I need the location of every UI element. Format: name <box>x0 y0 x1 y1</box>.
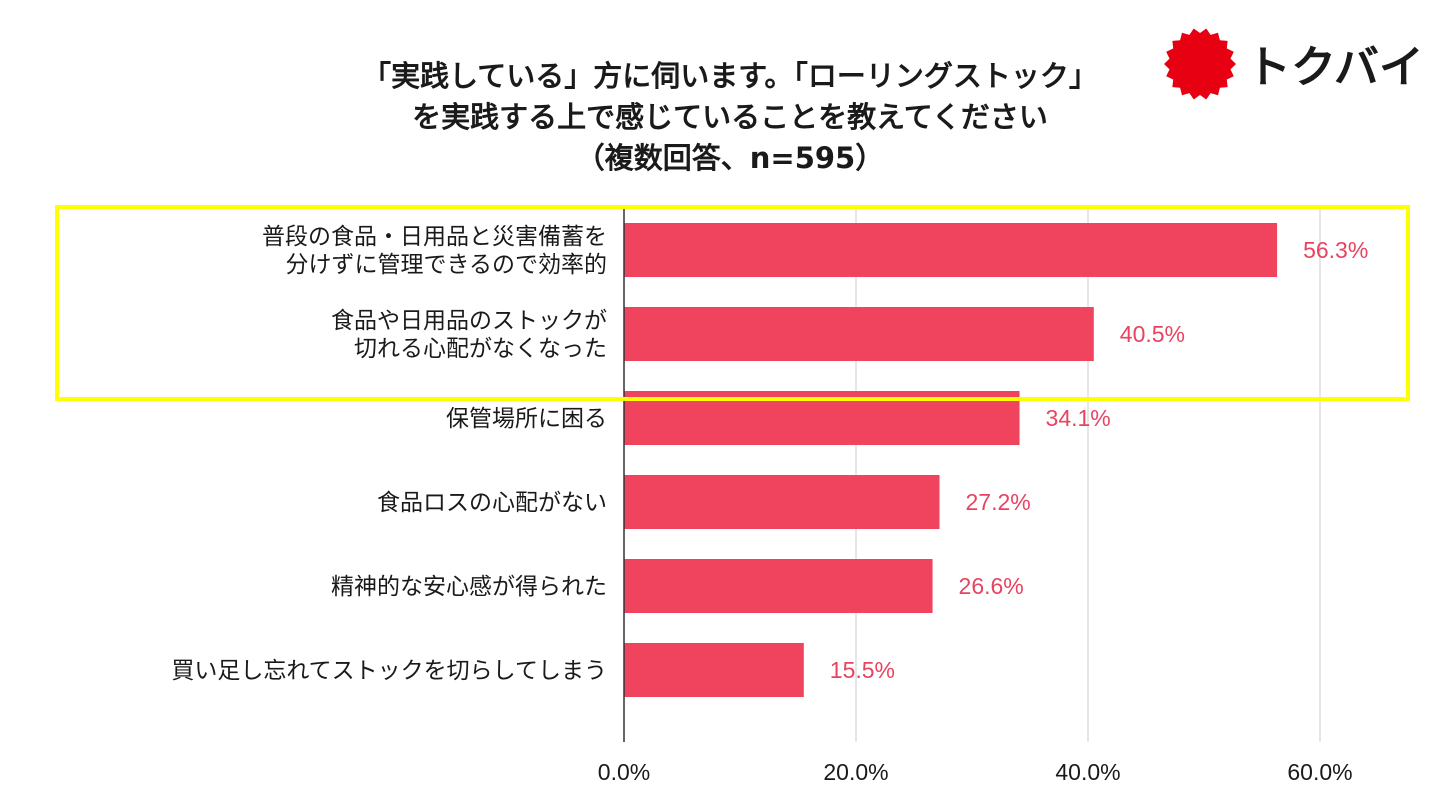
x-tick-label: 60.0% <box>1287 759 1352 785</box>
bar <box>624 643 804 697</box>
data-label: 56.3% <box>1303 237 1368 263</box>
highlight-box <box>55 205 1410 401</box>
data-label: 15.5% <box>830 657 895 683</box>
x-tick-label: 40.0% <box>1055 759 1120 785</box>
chart-title-line-2: を実践する上で感じていることを教えてください <box>412 100 1048 134</box>
chart-title-line-1: 「実践している」方に伺います。「ローリングストック」 <box>362 59 1098 93</box>
data-label: 26.6% <box>959 573 1024 599</box>
chart-title-line-3: （複数回答、n=595） <box>575 141 885 175</box>
bar <box>624 475 940 529</box>
bar <box>624 223 1278 277</box>
logo-text: トクバイ <box>1246 42 1424 93</box>
chart-title: 「実践している」方に伺います。「ローリングストック」 を実践する上で感じているこ… <box>180 56 1280 179</box>
logo-burst-icon <box>1164 28 1236 100</box>
category-label: 精神的な安心感が得られた <box>331 574 607 600</box>
category-label: 食品ロスの心配がない <box>377 490 607 516</box>
category-label: 切れる心配がなくなった <box>354 336 607 362</box>
category-label: 保管場所に困る <box>446 406 607 432</box>
bar <box>624 307 1094 361</box>
category-label: 分けずに管理できるので効率的 <box>285 252 607 278</box>
x-tick-label: 20.0% <box>823 759 888 785</box>
data-label: 40.5% <box>1120 321 1185 347</box>
data-label: 27.2% <box>966 489 1031 515</box>
category-label: 普段の食品・日用品と災害備蓄を <box>262 224 607 250</box>
bar <box>624 559 933 613</box>
category-label: 食品や日用品のストックが <box>331 308 607 334</box>
x-tick-label: 0.0% <box>598 759 650 785</box>
tokubai-logo: トクバイ <box>1164 28 1424 100</box>
category-label: 買い足し忘れてストックを切らしてしまう <box>171 658 607 684</box>
data-label: 34.1% <box>1046 405 1111 431</box>
